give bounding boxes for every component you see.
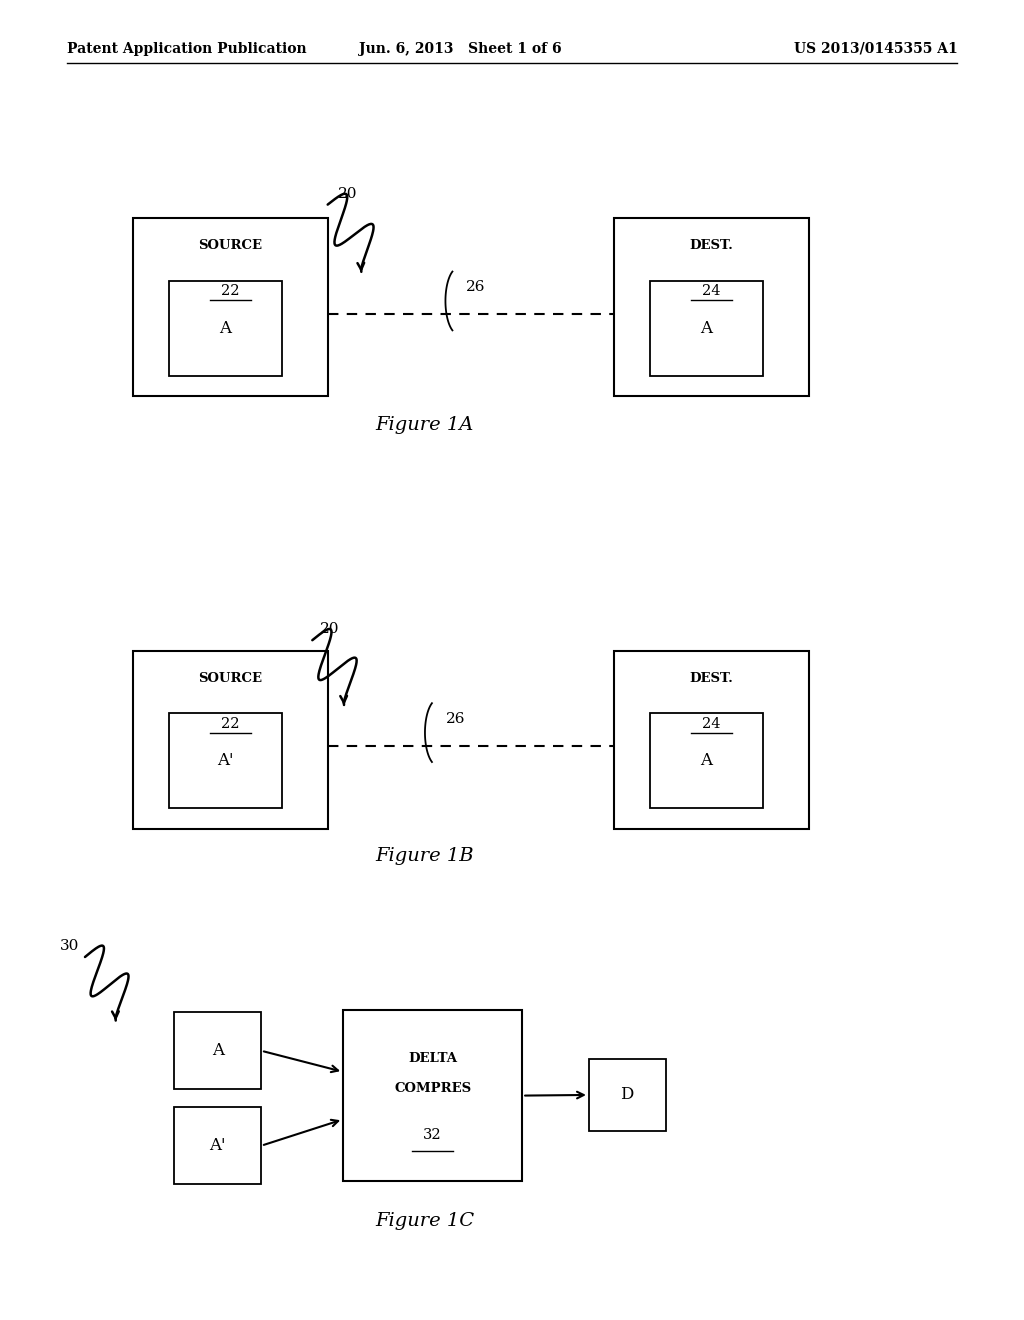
- Bar: [614, 218, 809, 396]
- Bar: [589, 1059, 666, 1131]
- Text: Patent Application Publication: Patent Application Publication: [67, 42, 306, 55]
- Text: 24: 24: [702, 717, 721, 731]
- Text: 26: 26: [445, 711, 465, 726]
- Text: A: A: [700, 752, 713, 768]
- Text: US 2013/0145355 A1: US 2013/0145355 A1: [794, 42, 957, 55]
- Text: Jun. 6, 2013   Sheet 1 of 6: Jun. 6, 2013 Sheet 1 of 6: [359, 42, 562, 55]
- Text: 30: 30: [59, 939, 79, 953]
- Text: DELTA: DELTA: [409, 1052, 457, 1065]
- Text: D: D: [621, 1086, 634, 1104]
- Text: A: A: [219, 321, 231, 337]
- Bar: [174, 1012, 261, 1089]
- Text: 32: 32: [423, 1129, 442, 1142]
- Bar: [174, 1107, 261, 1184]
- Text: 26: 26: [466, 280, 485, 294]
- Text: 20: 20: [319, 622, 339, 636]
- Text: DEST.: DEST.: [690, 672, 733, 685]
- Text: Figure 1B: Figure 1B: [376, 847, 474, 866]
- Text: 20: 20: [338, 186, 357, 201]
- Text: A': A': [209, 1138, 226, 1154]
- Bar: [614, 651, 809, 829]
- Text: A: A: [700, 321, 713, 337]
- Bar: [133, 651, 328, 829]
- Text: A': A': [217, 752, 233, 768]
- Text: 22: 22: [221, 717, 240, 731]
- Text: 24: 24: [702, 284, 721, 298]
- Text: A: A: [212, 1043, 223, 1059]
- Text: SOURCE: SOURCE: [199, 672, 262, 685]
- Text: SOURCE: SOURCE: [199, 239, 262, 252]
- Bar: [650, 713, 763, 808]
- Text: Figure 1C: Figure 1C: [376, 1212, 474, 1230]
- Text: 22: 22: [221, 284, 240, 298]
- Bar: [650, 281, 763, 376]
- Text: Figure 1A: Figure 1A: [376, 416, 474, 434]
- Text: COMPRES: COMPRES: [394, 1082, 471, 1096]
- Bar: [343, 1010, 522, 1181]
- Bar: [133, 218, 328, 396]
- Bar: [169, 281, 282, 376]
- Bar: [169, 713, 282, 808]
- Text: DEST.: DEST.: [690, 239, 733, 252]
